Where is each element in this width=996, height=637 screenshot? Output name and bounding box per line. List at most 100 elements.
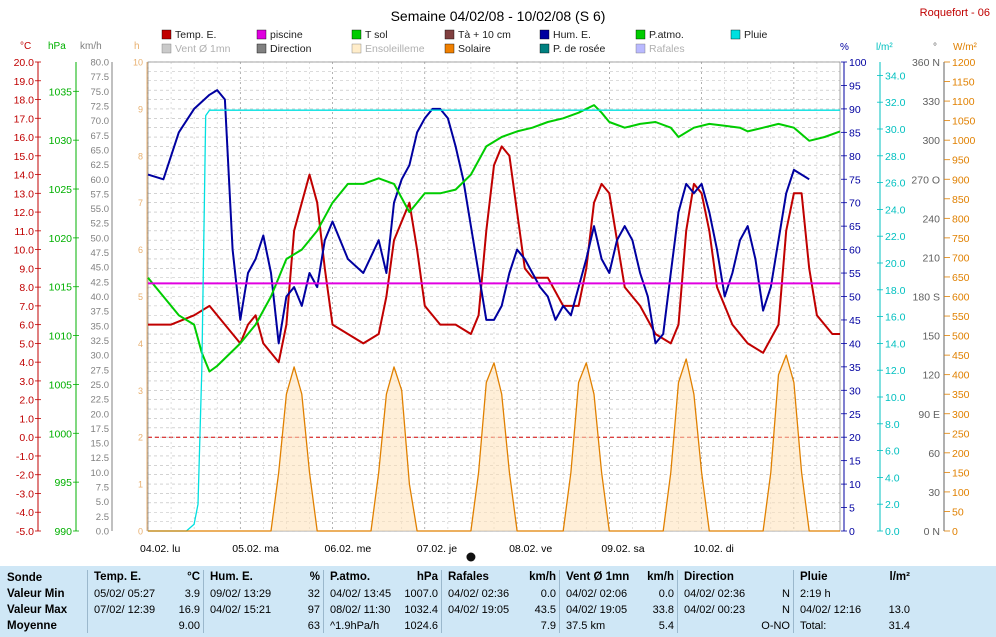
sun-tick-label: 10 [133,58,143,68]
stats-date: 07/02/ 12:39 [94,604,156,616]
legend-label: Tà + 10 cm [458,29,511,41]
wind-tick-label: 72.5 [91,101,110,112]
stats-value: 7.9 [540,620,556,632]
temp-tick-label: 20.0 [14,57,35,69]
solar-tick-label: 950 [952,155,970,167]
solar-tick-label: 700 [952,252,970,264]
press-axis-unit: hPa [48,41,66,52]
wind-tick-label: 15.0 [91,439,110,450]
wind-tick-label: 30.0 [91,351,110,362]
dir-axis-unit: ° [933,42,937,53]
stats-column-unit: °C [187,571,200,583]
solar-tick-label: 850 [952,194,970,206]
hum-tick-label: 45 [849,315,861,327]
stats-column: Temp. E. °C 05/02/ 05:27 3.9 07/02/ 12:39 16.… [87,566,202,637]
rain-axis-unit: l/m² [876,42,893,53]
stats-value: 0.0 [658,588,674,600]
hum-tick-label: 50 [849,292,861,304]
temp-tick-label: 11.0 [14,226,34,238]
stats-column-unit: km/h [529,571,556,583]
sun-tick-label: 7 [138,198,143,208]
wind-tick-label: 70.0 [91,116,110,127]
wind-tick-label: 0.0 [96,527,109,538]
solar-tick-label: 1150 [952,77,975,89]
stats-date: ^1.9hPa/h [330,620,380,632]
legend-swatch [256,43,267,54]
solar-tick-label: 900 [952,174,970,186]
stats-value: 1007.0 [404,588,438,600]
solar-tick-label: 50 [952,506,964,518]
rain-tick-label: 14.0 [885,338,906,350]
wind-tick-label: 40.0 [91,292,110,303]
row-label-sonde: Sonde [7,572,43,584]
stats-value: N [782,588,790,600]
hum-tick-label: 25 [849,409,861,421]
press-tick-label: 1020 [49,233,73,245]
temp-tick-label: 10.0 [14,245,35,257]
wind-tick-label: 37.5 [91,307,110,318]
rain-tick-label: 28.0 [885,151,906,163]
column-separator [793,570,794,633]
legend-label: piscine [270,29,303,41]
series [147,89,841,532]
stats-column: Vent Ø 1mn km/h 04/02/ 02:06 0.0 04/02/ 19:0… [559,566,676,637]
dir-tick-label: 30 [928,487,940,499]
legend-label: Pluie [744,29,768,41]
moon-icon [466,552,476,562]
rain-tick-label: 18.0 [885,285,906,297]
day-label: 10.02. di [694,543,734,555]
rain-tick-label: 34.0 [885,70,906,82]
series-line [147,104,841,373]
legend-swatch [161,43,172,54]
day-label: 07.02. je [417,543,457,555]
sun-tick-label: 4 [138,339,143,349]
stats-date: 04/02/ 19:05 [448,604,510,616]
solar-axis-unit: W/m² [953,42,978,53]
legend: Temp. E. piscine T sol Tà + 10 cm Hum. E. P.a… [161,29,768,55]
stats-date: 04/02/ 12:16 [800,604,862,616]
legend-label: Hum. E. [553,29,591,41]
stats-value: 9.00 [178,620,200,632]
day-label: 09.02. sa [601,543,644,555]
wind-tick-label: 80.0 [91,58,110,69]
press-tick-label: 1005 [49,379,73,391]
temp-tick-label: 17.0 [14,113,35,125]
wind-tick-label: 2.5 [96,512,109,523]
legend-swatch [539,43,550,54]
temp-tick-label: 15.0 [14,151,35,163]
hum-tick-label: 10 [849,479,861,491]
temp-tick-label: 2.0 [19,395,34,407]
solar-tick-label: 1200 [952,57,976,69]
stats-value: 3.9 [184,588,200,600]
series-line [147,89,810,345]
legend-label: Temp. E. [175,29,216,41]
legend-label: P. de rosée [553,43,606,55]
stats-column: P.atmo. hPa 04/02/ 13:45 1007.0 08/02/ 11:30… [323,566,440,637]
rain-tick-label: 4.0 [885,472,900,484]
column-separator [87,570,88,633]
column-separator [323,570,324,633]
rain-tick-label: 24.0 [885,204,906,216]
hum-tick-label: 100 [849,57,867,69]
stats-value: 1024.6 [404,620,438,632]
temp-tick-label: 7.0 [19,301,34,313]
day-label: 04.02. lu [140,543,180,555]
sun-tick-label: 8 [138,151,143,161]
press-tick-label: 1000 [49,428,73,440]
row-label-min: Valeur Min [7,588,65,600]
hum-tick-label: 80 [849,151,861,163]
column-separator [677,570,678,633]
wind-tick-label: 22.5 [91,395,110,406]
stats-column-title: Temp. E. [94,571,142,583]
sun-tick-label: 0 [138,527,143,537]
stats-panel: Sonde Valeur Min Valeur Max Moyenne Temp… [0,566,996,637]
sun-axis-unit: h [134,41,140,52]
stats-value: 0.0 [540,588,556,600]
solar-tick-label: 500 [952,331,970,343]
solar-tick-label: 350 [952,389,970,401]
stats-column: Pluie l/m² 2:19 h 04/02/ 12:16 13.0 Total: 31.… [793,566,912,637]
sun-tick-label: 1 [138,480,143,490]
wind-tick-label: 42.5 [91,277,110,288]
wind-tick-label: 77.5 [91,72,110,83]
temp-tick-label: -3.0 [16,488,34,500]
